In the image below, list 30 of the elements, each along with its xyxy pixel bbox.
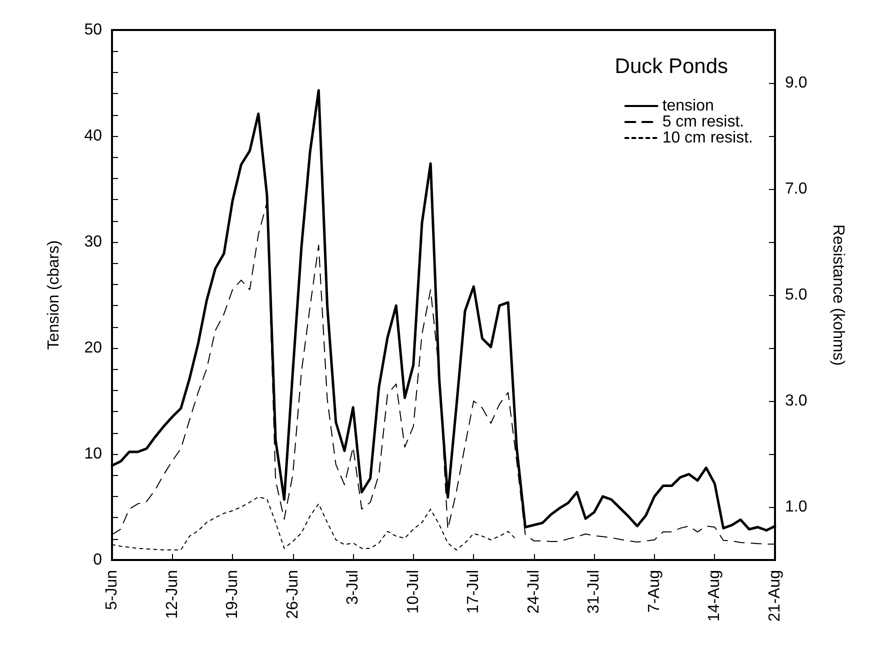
x-tick-label: 3-Jul (344, 570, 362, 605)
x-tick-label: 31-Jul (586, 570, 603, 614)
x-tick-label: 14-Aug (706, 570, 724, 622)
x-tick-label: 21-Aug (766, 570, 784, 622)
line-series (112, 496, 518, 550)
x-tick-label: 24-Jul (525, 570, 542, 614)
y2-tick-label: 9.0 (785, 74, 808, 92)
x-tick-label: 17-Jul (465, 570, 482, 614)
y-tick-label: 30 (84, 234, 102, 250)
y2-tick-label: 5.0 (785, 286, 808, 304)
legend-title: Duck Ponds (614, 55, 728, 78)
x-tick-label: 19-Jun (224, 570, 242, 619)
x-tick-label: 7-Aug (646, 570, 663, 613)
y-axis-title: Tension (cbars) (46, 240, 62, 350)
y-tick-label: 50 (84, 22, 102, 38)
x-tick-label: 26-Jun (284, 570, 302, 619)
legend-label: 10 cm resist. (662, 130, 753, 146)
y-tick-label: 20 (84, 340, 102, 356)
legend-label: tension (662, 98, 714, 114)
y2-tick-label: 1.0 (785, 498, 808, 516)
x-tick-label: 12-Jun (164, 570, 181, 619)
y2-tick-label: 3.0 (785, 392, 808, 410)
x-tick-label: 10-Jul (404, 570, 422, 614)
y-tick-label: 10 (84, 446, 102, 462)
y2-tick-label: 7.0 (785, 180, 808, 198)
y-tick-label: 40 (84, 128, 102, 144)
x-tick-label: 5-Jun (104, 570, 120, 610)
y-tick-label: 0 (93, 552, 102, 568)
y2-axis-title: Resistance (kohms) (830, 224, 846, 366)
legend-label: 5 cm resist. (662, 114, 744, 130)
